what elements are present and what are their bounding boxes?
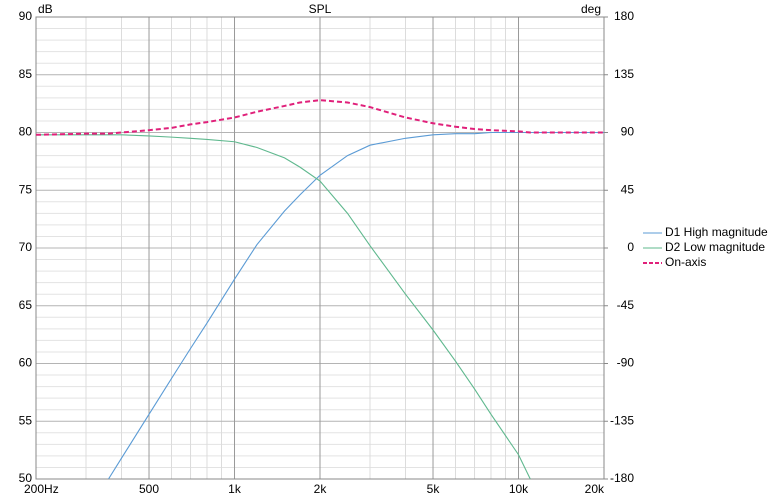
y2-tick-label: 135 xyxy=(614,67,634,81)
y2-tick-label: 0 xyxy=(627,240,634,254)
y-tick-label: 65 xyxy=(19,298,33,312)
y2-tick-label: -180 xyxy=(610,471,634,485)
y2-tick-label: -45 xyxy=(617,298,635,312)
y2-tick-label: 180 xyxy=(614,9,634,23)
y2-axis-label: deg xyxy=(581,2,601,16)
plot-border xyxy=(35,16,605,480)
x-tick-label: 2k xyxy=(314,482,328,495)
series-line xyxy=(108,131,604,479)
y-tick-label: 85 xyxy=(19,67,33,81)
legend-label: D2 Low magnitude xyxy=(665,240,765,254)
y-tick-label: 75 xyxy=(19,182,33,196)
y2-tick-label: 45 xyxy=(621,182,635,196)
y-tick-label: 80 xyxy=(19,125,33,139)
y-tick-label: 90 xyxy=(19,9,33,23)
x-tick-label: 20k xyxy=(585,482,605,495)
x-tick-label: 200Hz xyxy=(24,482,59,495)
x-tick-label: 10k xyxy=(509,482,529,495)
legend-label: D1 High magnitude xyxy=(665,225,768,239)
y-axis-label: dB xyxy=(38,2,53,16)
x-tick-label: 500 xyxy=(139,482,159,495)
y-tick-label: 55 xyxy=(19,413,33,427)
x-tick-label: 5k xyxy=(427,482,441,495)
y-tick-label: 50 xyxy=(19,471,33,485)
legend-label: On-axis xyxy=(665,255,706,269)
series-line xyxy=(36,99,604,136)
y2-tick-label: -90 xyxy=(617,356,635,370)
plot-lines xyxy=(36,99,604,479)
series-line xyxy=(36,134,531,479)
y-tick-label: 70 xyxy=(19,240,33,254)
chart-title: SPL xyxy=(309,2,332,16)
y-tick-label: 60 xyxy=(19,356,33,370)
y2-tick-label: 90 xyxy=(621,125,635,139)
x-tick-label: 1k xyxy=(228,482,242,495)
y2-tick-label: -135 xyxy=(610,413,634,427)
